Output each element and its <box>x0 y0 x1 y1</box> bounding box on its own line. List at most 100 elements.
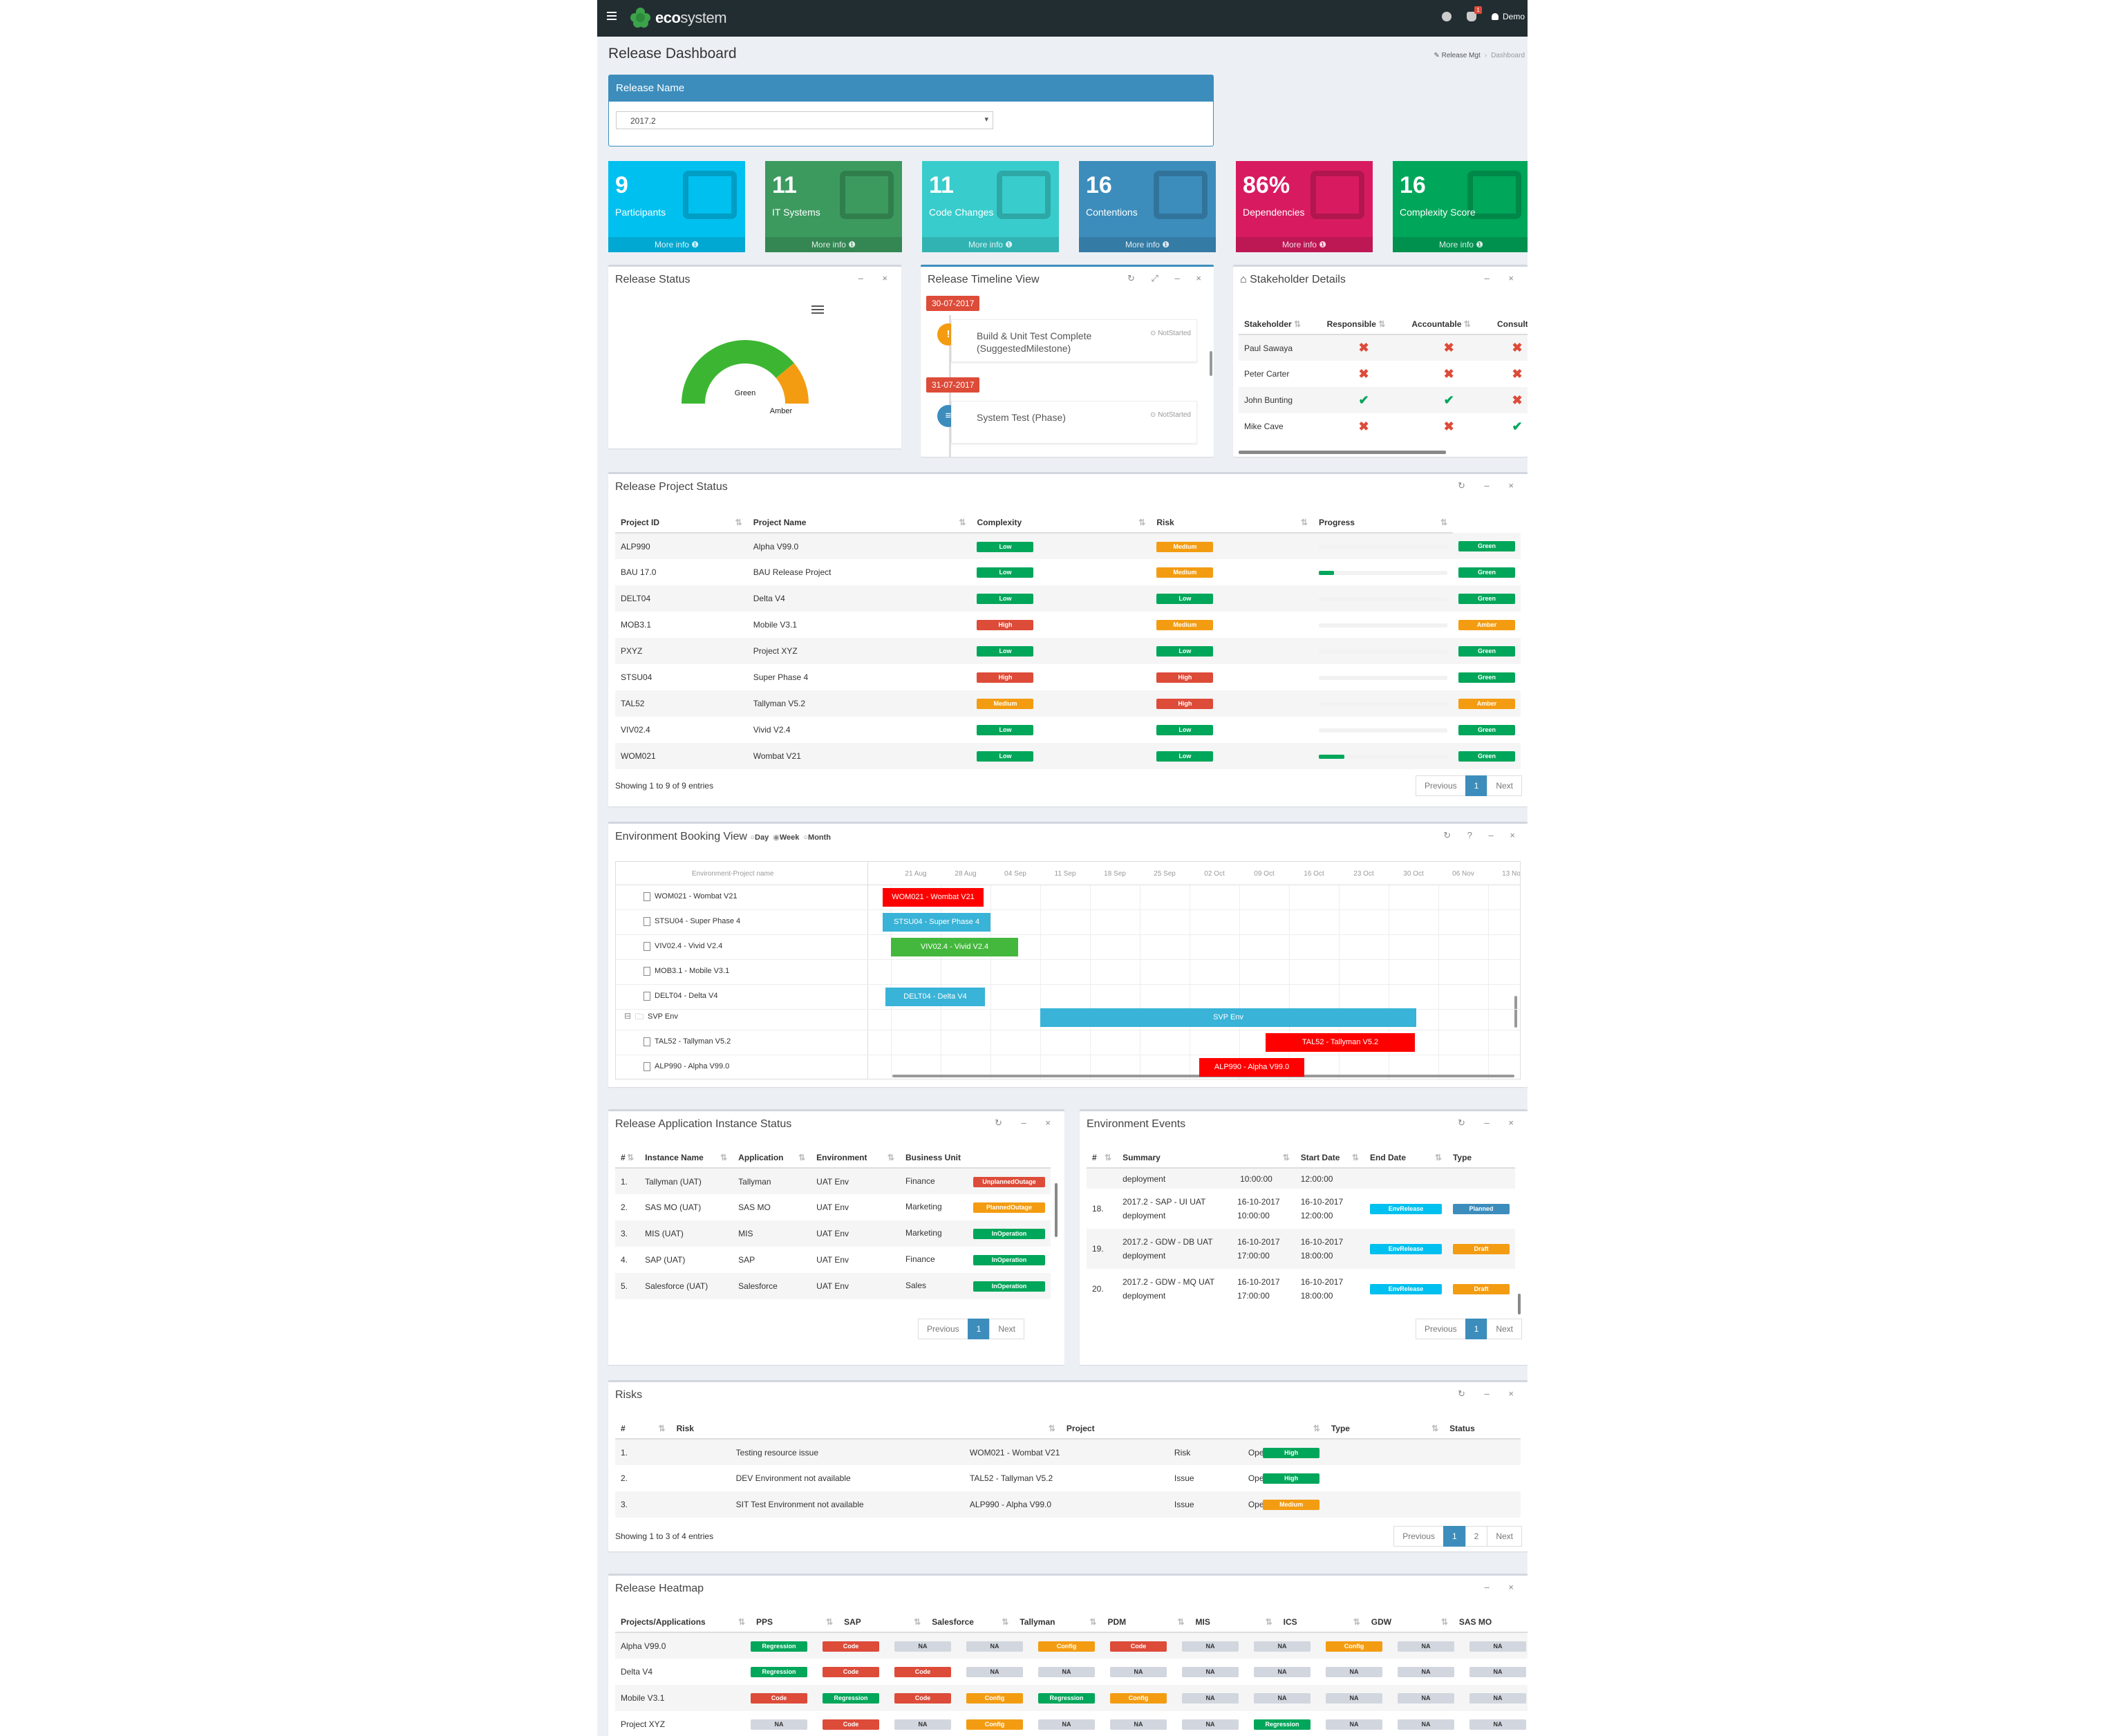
instance-row[interactable]: 2. SAS MO (UAT) SAS MO UAT Env Marketing Plan… <box>615 1194 1051 1220</box>
risk-col-header[interactable]: Risk ⇅ <box>670 1418 1061 1440</box>
page-1-button[interactable]: 1 <box>1465 1319 1488 1339</box>
next-button[interactable]: Next <box>1487 1319 1522 1339</box>
project-row[interactable]: PXYZ Project XYZ Low Low Green <box>615 638 1521 664</box>
prev-button[interactable]: Previous <box>1415 775 1466 796</box>
heatmap-col-header[interactable]: SAP ⇅ <box>838 1612 927 1633</box>
timeline-item[interactable]: System Test (Phase) ⊙ NotStarted <box>951 401 1197 444</box>
mode-radio-month[interactable]: ○Month <box>803 833 832 842</box>
box-tools[interactable]: ↻ – × <box>1458 1388 1522 1399</box>
prev-button[interactable]: Previous <box>1393 1526 1444 1547</box>
risk-row[interactable]: 2. DEV Environment not available TAL52 - T… <box>615 1465 1521 1491</box>
gantt-row[interactable]: ALP990 - Alpha V99.0 ALP990 - Alpha V99.0 <box>616 1055 1520 1079</box>
stakeholder-col-header[interactable]: Consult <box>1492 314 1528 335</box>
chart-menu-icon[interactable] <box>811 305 824 314</box>
instance-row[interactable]: 5. Salesforce (UAT) Salesforce UAT Env Sales… <box>615 1273 1051 1299</box>
instance-col-header[interactable]: Environment ⇅ <box>811 1147 900 1169</box>
app-logo[interactable]: ecosystem <box>630 6 727 30</box>
project-col-header[interactable]: Risk ⇅ <box>1151 512 1313 534</box>
event-row[interactable]: 20. 2017.2 - GDW - MQ UAT deployment 16-10-… <box>1087 1269 1515 1309</box>
heatmap-col-header[interactable]: Projects/Applications ⇅ <box>615 1612 751 1633</box>
menu-toggle-icon[interactable] <box>607 12 617 20</box>
env-events-scrollbar[interactable] <box>1518 1294 1521 1314</box>
gantt-booking-bar[interactable]: WOM021 - Wombat V21 <box>883 888 984 907</box>
prev-button[interactable]: Previous <box>917 1319 968 1339</box>
event-col-header[interactable]: Summary ⇅ <box>1117 1147 1295 1169</box>
risk-col-header[interactable]: # ⇅ <box>615 1418 671 1440</box>
box-tools[interactable]: ↻ ? – × <box>1443 830 1522 840</box>
project-row[interactable]: VIV02.4 Vivid V2.4 Low Low Green <box>615 717 1521 743</box>
gantt-booking-bar[interactable]: DELT04 - Delta V4 <box>885 988 985 1006</box>
tile-more-info-link[interactable]: More info ❶ <box>1236 237 1373 252</box>
risk-col-header[interactable]: Project ⇅ <box>1060 1418 1326 1440</box>
release-select[interactable]: 2017.2 <box>616 111 993 129</box>
page-2-button[interactable]: 2 <box>1465 1526 1488 1547</box>
user-menu[interactable]: Demo <box>1491 12 1525 21</box>
next-button[interactable]: Next <box>989 1319 1024 1339</box>
heatmap-col-header[interactable]: PPS ⇅ <box>751 1612 839 1633</box>
project-col-header[interactable]: Progress ⇅ <box>1313 512 1453 534</box>
tile-more-info-link[interactable]: More info ❶ <box>765 237 902 252</box>
event-col-header[interactable]: # ⇅ <box>1087 1147 1118 1169</box>
prev-button[interactable]: Previous <box>1415 1319 1466 1339</box>
bell-icon[interactable]: 1 <box>1466 6 1482 21</box>
instance-col-header[interactable]: Instance Name ⇅ <box>639 1147 733 1169</box>
gantt-row[interactable]: VIV02.4 - Vivid V2.4 VIV02.4 - Vivid V2.4 <box>616 935 1520 960</box>
gantt-booking-bar[interactable]: STSU04 - Super Phase 4 <box>883 913 990 932</box>
instance-col-header[interactable]: # ⇅ <box>615 1147 640 1169</box>
heatmap-col-header[interactable]: ICS ⇅ <box>1277 1612 1366 1633</box>
instance-row[interactable]: 1. Tallyman (UAT) Tallyman UAT Env Finance Un… <box>615 1168 1051 1194</box>
gantt-booking-bar[interactable]: VIV02.4 - Vivid V2.4 <box>891 938 1018 956</box>
gantt-v-scrollbar[interactable] <box>1514 996 1517 1028</box>
next-button[interactable]: Next <box>1487 775 1522 796</box>
next-button[interactable]: Next <box>1487 1526 1522 1547</box>
box-tools[interactable]: ↻ ⤢ – × <box>1127 273 1208 283</box>
heatmap-col-header[interactable]: PDM ⇅ <box>1102 1612 1190 1633</box>
tile-more-info-link[interactable]: More info ❶ <box>922 237 1059 252</box>
heatmap-col-header[interactable]: Tallyman ⇅ <box>1014 1612 1102 1633</box>
event-row[interactable]: 19. 2017.2 - GDW - DB UAT deployment 16-10-… <box>1087 1229 1515 1269</box>
page-1-button[interactable]: 1 <box>967 1319 990 1339</box>
breadcrumb-release-mgt[interactable]: Release Mgt <box>1441 52 1481 59</box>
risk-row[interactable]: 3. SIT Test Environment not available ALP9… <box>615 1491 1521 1518</box>
page-1-button[interactable]: 1 <box>1443 1526 1466 1547</box>
project-row[interactable]: MOB3.1 Mobile V3.1 High Medium Amber <box>615 612 1521 638</box>
globe-icon[interactable] <box>1441 12 1452 21</box>
instance-row[interactable]: 4. SAP (UAT) SAP UAT Env Finance InOperation <box>615 1247 1051 1273</box>
project-row[interactable]: BAU 17.0 BAU Release Project Low Medium Gree… <box>615 559 1521 585</box>
gantt-row[interactable]: WOM021 - Wombat V21 WOM021 - Wombat V21 <box>616 885 1520 910</box>
project-col-header[interactable]: Complexity ⇅ <box>971 512 1152 534</box>
project-row[interactable]: WOM021 Wombat V21 Low Low Green <box>615 743 1521 769</box>
box-tools[interactable]: – × <box>858 273 896 283</box>
box-tools[interactable]: ↻ – × <box>1458 480 1522 491</box>
tile-more-info-link[interactable]: More info ❶ <box>1393 237 1528 252</box>
gantt-booking-bar[interactable]: TAL52 - Tallyman V5.2 <box>1266 1033 1415 1052</box>
stakeholder-col-header[interactable]: Responsible ⇅ <box>1321 314 1407 335</box>
gantt-row[interactable]: TAL52 - Tallyman V5.2 TAL52 - Tallyman V5… <box>616 1030 1520 1055</box>
gantt-booking-bar[interactable]: SVP Env <box>1040 1008 1416 1027</box>
box-tools[interactable]: – × <box>1484 273 1522 283</box>
timeline-scrollbar[interactable] <box>1210 351 1212 376</box>
heatmap-col-header[interactable]: MIS ⇅ <box>1190 1612 1278 1633</box>
project-row[interactable]: TAL52 Tallyman V5.2 Medium High Amber <box>615 690 1521 717</box>
timeline-item[interactable]: Build & Unit Test Complete (SuggestedMile… <box>951 319 1197 362</box>
event-col-header[interactable]: Type <box>1447 1147 1515 1169</box>
mode-radio-week[interactable]: ◉Week <box>773 833 800 842</box>
gantt-row[interactable]: STSU04 - Super Phase 4 STSU04 - Super Pha… <box>616 910 1520 935</box>
project-col-header[interactable]: Project Name ⇅ <box>747 512 972 534</box>
project-row[interactable]: DELT04 Delta V4 Low Low Green <box>615 585 1521 612</box>
project-row[interactable]: ALP990 Alpha V99.0 Low Medium Green <box>615 533 1521 559</box>
stakeholder-col-header[interactable]: Accountable ⇅ <box>1406 314 1492 335</box>
page-1-button[interactable]: 1 <box>1465 775 1488 796</box>
event-col-header[interactable]: End Date ⇅ <box>1364 1147 1447 1169</box>
gantt-booking-bar[interactable]: ALP990 - Alpha V99.0 <box>1199 1058 1304 1077</box>
heatmap-col-header[interactable]: SAS MO <box>1453 1612 1528 1633</box>
risk-col-header[interactable]: Type ⇅ <box>1325 1418 1445 1440</box>
instance-col-header[interactable]: Application ⇅ <box>733 1147 811 1169</box>
heatmap-col-header[interactable]: GDW ⇅ <box>1365 1612 1454 1633</box>
risk-col-header[interactable]: Status <box>1444 1418 1521 1440</box>
instance-col-header[interactable]: Business Unit <box>899 1147 1051 1169</box>
mode-radio-day[interactable]: ○Day <box>750 833 769 842</box>
instance-row[interactable]: 3. MIS (UAT) MIS UAT Env Marketing InOperatio… <box>615 1220 1051 1247</box>
project-row[interactable]: STSU04 Super Phase 4 High High Green <box>615 664 1521 690</box>
heatmap-col-header[interactable]: Salesforce ⇅ <box>926 1612 1015 1633</box>
